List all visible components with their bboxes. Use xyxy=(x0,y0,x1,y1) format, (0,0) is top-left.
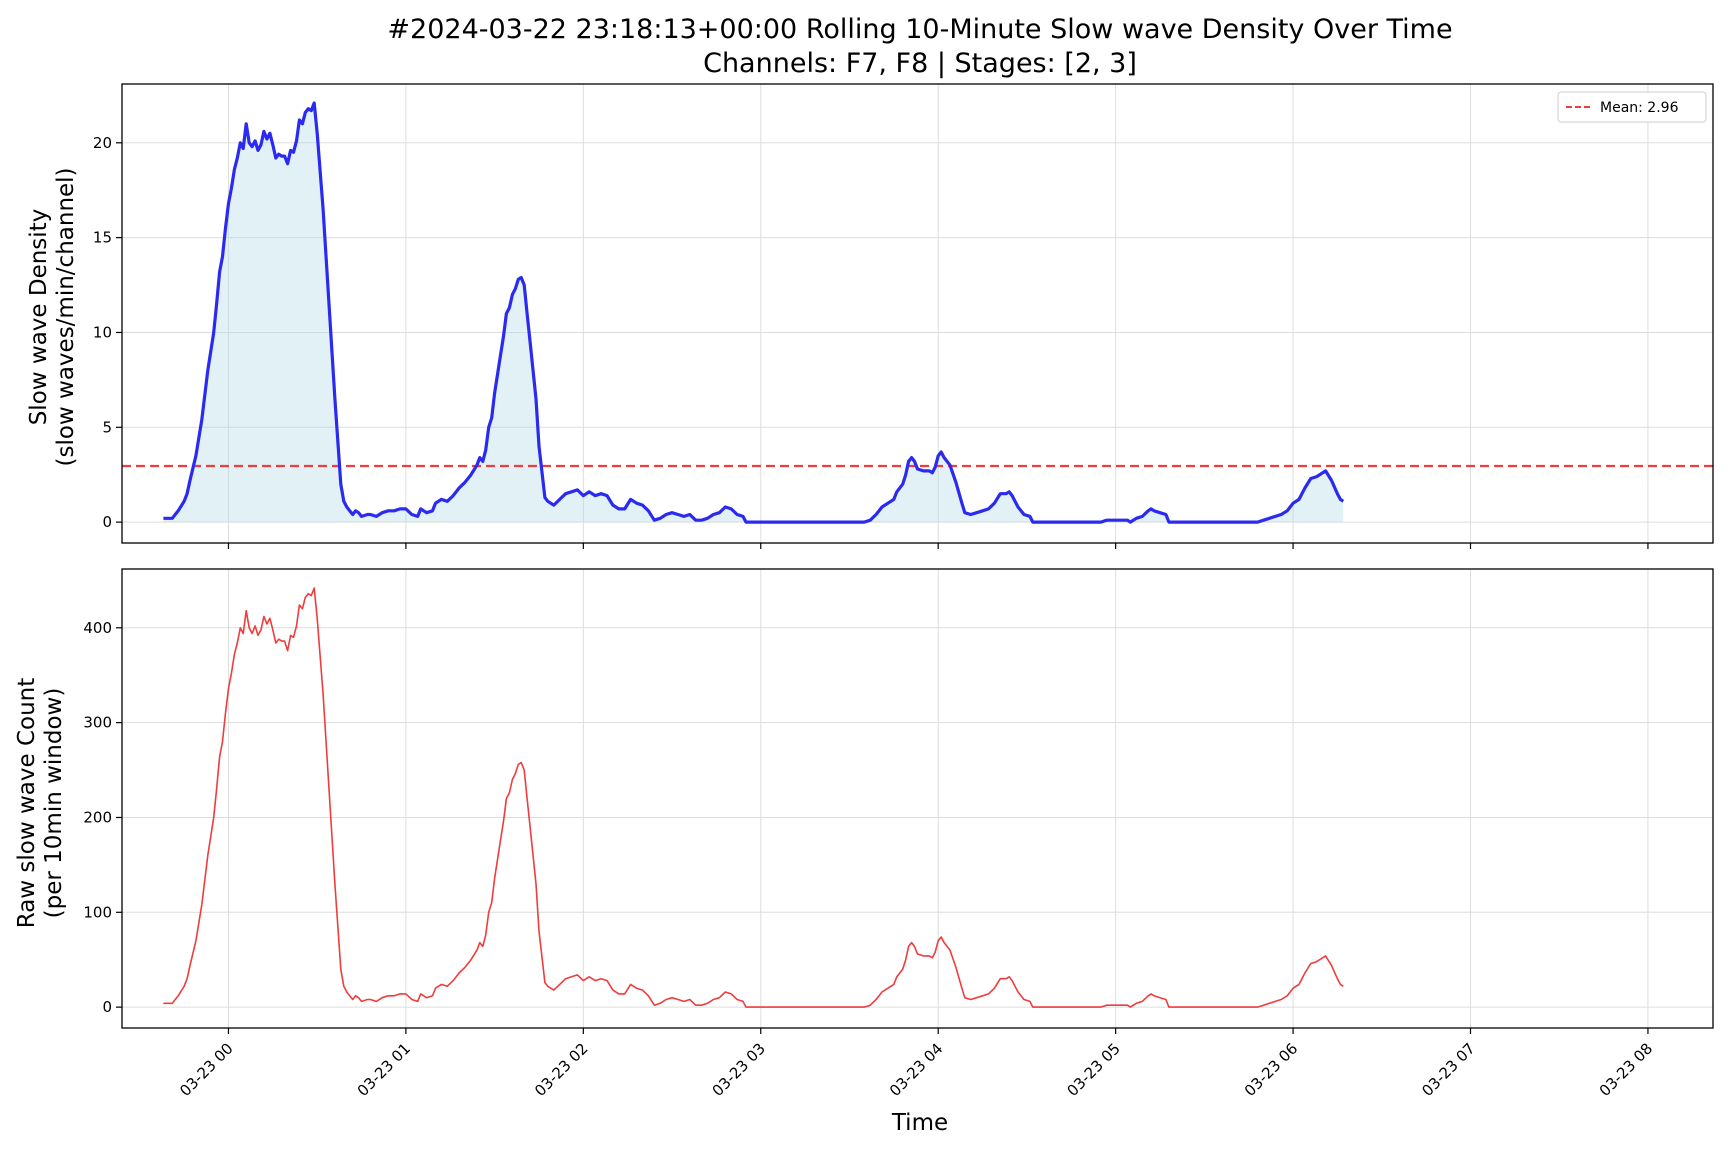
y-tick-label: 10 xyxy=(93,323,112,341)
y-tick-label: 20 xyxy=(93,134,112,152)
density-y-axis-label-units: (slow waves/min/channel) xyxy=(53,167,79,466)
x-tick-label: 03-23 03 xyxy=(709,1040,769,1100)
y-tick-label: 200 xyxy=(83,808,112,826)
density-x-ticks xyxy=(227,543,1649,549)
legend-mean-label: Mean: 2.96 xyxy=(1600,100,1679,116)
count-y-axis-label: Raw slow wave Count xyxy=(14,678,40,929)
x-tick-label: 03-23 08 xyxy=(1596,1040,1656,1100)
y-tick-label: 15 xyxy=(93,229,112,247)
x-tick-label: 03-23 02 xyxy=(531,1040,591,1100)
density-y-axis-label: Slow wave Density xyxy=(26,209,52,426)
y-tick-label: 300 xyxy=(83,714,112,732)
density-panel: 0 5 10 15 20 Slow wave Density (slow waves/m… xyxy=(26,83,1714,549)
count-x-ticks: 03-23 00 03-23 01 03-23 02 03-23 03 03-23 04… xyxy=(176,1028,1656,1100)
density-y-ticks: 0 5 10 15 20 xyxy=(93,134,122,531)
y-tick-label: 0 xyxy=(102,513,112,531)
x-tick-label: 03-23 05 xyxy=(1063,1040,1123,1100)
density-series-line xyxy=(163,101,1345,524)
chart-title: #2024-03-22 23:18:13+00:00 Rolling 10-Mi… xyxy=(387,14,1452,45)
count-grid xyxy=(122,569,1713,1028)
x-tick-label: 03-23 04 xyxy=(886,1040,946,1100)
x-tick-label: 03-23 00 xyxy=(176,1040,236,1100)
x-tick-label: 03-23 07 xyxy=(1418,1040,1478,1100)
density-grid xyxy=(122,84,1713,543)
count-y-axis-label-units: (per 10min window) xyxy=(41,688,67,919)
count-axes-frame xyxy=(121,568,1714,1029)
y-tick-label: 0 xyxy=(102,998,112,1016)
y-tick-label: 5 xyxy=(102,418,112,436)
legend: Mean: 2.96 xyxy=(1557,91,1707,123)
legend-box xyxy=(1557,91,1707,123)
count-y-ticks: 0 100 200 300 400 xyxy=(83,619,122,1016)
x-tick-label: 03-23 06 xyxy=(1241,1040,1301,1100)
density-area-fill xyxy=(163,103,1344,523)
y-tick-label: 100 xyxy=(83,903,112,921)
y-tick-label: 400 xyxy=(83,619,112,637)
count-series-line xyxy=(163,587,1344,1008)
density-axes-frame xyxy=(121,83,1714,544)
x-tick-label: 03-23 01 xyxy=(354,1040,414,1100)
chart-subtitle: Channels: F7, F8 | Stages: [2, 3] xyxy=(703,48,1137,79)
x-axis-label: Time xyxy=(891,1110,948,1136)
